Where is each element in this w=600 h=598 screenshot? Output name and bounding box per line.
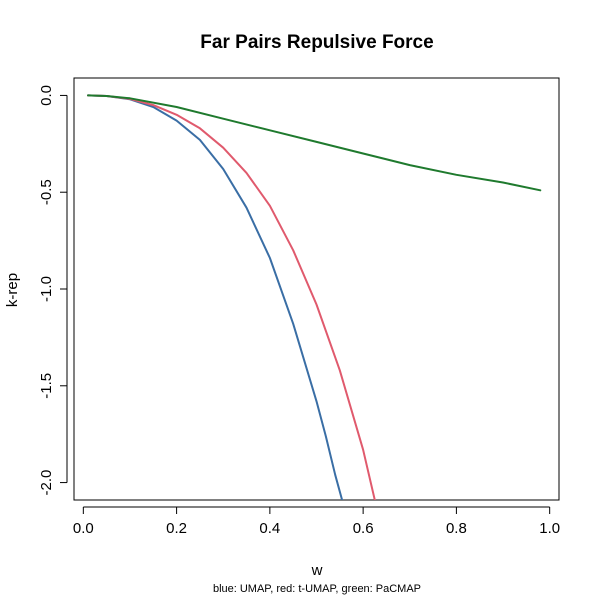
y-tick-label: -1.5 bbox=[38, 373, 55, 399]
y-axis: 0.0 -0.5 -1.0 -1.5 -2.0 bbox=[38, 85, 68, 496]
x-tick-label: 1.0 bbox=[539, 520, 560, 537]
x-tick-label: 0.8 bbox=[446, 520, 467, 537]
y-tick-label: -1.0 bbox=[38, 276, 55, 302]
series-line-t-umap bbox=[87, 94, 376, 500]
y-tick-label: -0.5 bbox=[38, 179, 55, 205]
y-tick-label: -2.0 bbox=[38, 470, 55, 496]
chart-title: Far Pairs Repulsive Force bbox=[200, 32, 433, 53]
x-tick-label: 0.2 bbox=[166, 520, 187, 537]
x-axis-label: w bbox=[311, 562, 323, 579]
plot-frame bbox=[73, 77, 560, 501]
chart-caption: blue: UMAP, red: t-UMAP, green: PaCMAP bbox=[213, 583, 421, 595]
series-line-umap bbox=[87, 94, 344, 500]
x-tick-label: 0.0 bbox=[73, 520, 94, 537]
x-axis: 0.0 0.2 0.4 0.6 0.8 1.0 bbox=[73, 506, 560, 537]
y-tick-label: 0.0 bbox=[38, 85, 55, 106]
series-line-pacmap bbox=[87, 94, 542, 192]
x-tick-label: 0.4 bbox=[259, 520, 280, 537]
x-tick-label: 0.6 bbox=[353, 520, 374, 537]
y-axis-label: k-rep bbox=[4, 273, 21, 307]
series-layer bbox=[87, 94, 542, 500]
